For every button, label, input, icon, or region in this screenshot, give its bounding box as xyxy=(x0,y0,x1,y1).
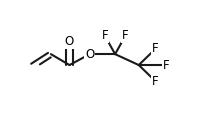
Text: F: F xyxy=(152,75,159,88)
Text: F: F xyxy=(102,30,108,42)
Text: F: F xyxy=(162,59,169,72)
Text: F: F xyxy=(152,42,159,55)
Text: O: O xyxy=(85,48,94,61)
Text: F: F xyxy=(122,30,129,42)
Text: O: O xyxy=(65,35,74,48)
